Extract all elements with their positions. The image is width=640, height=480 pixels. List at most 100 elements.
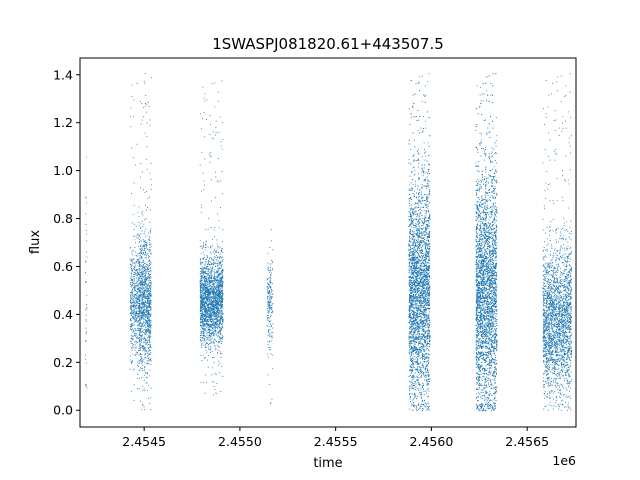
data-point [221, 313, 223, 315]
data-point [212, 323, 214, 324]
data-point [147, 390, 148, 391]
data-point [214, 316, 215, 318]
data-point [142, 347, 144, 349]
data-point [138, 295, 140, 297]
data-point [135, 335, 137, 336]
data-point [202, 267, 204, 269]
data-point [203, 242, 204, 244]
data-point [134, 288, 136, 289]
data-point [220, 313, 222, 315]
data-point [133, 279, 135, 281]
data-point [139, 274, 141, 276]
data-point [217, 257, 218, 259]
data-point [149, 369, 151, 371]
data-point [200, 272, 202, 274]
data-point [220, 278, 222, 279]
data-point [222, 301, 223, 303]
data-point [134, 296, 135, 298]
data-point [211, 302, 213, 304]
data-point [209, 319, 210, 321]
data-point [203, 244, 204, 246]
data-point [206, 276, 208, 278]
data-point [220, 319, 221, 321]
data-point [202, 86, 204, 88]
data-point [271, 304, 273, 306]
data-point [268, 305, 270, 307]
data-point [133, 399, 135, 401]
data-point [200, 113, 202, 115]
data-point [144, 219, 146, 221]
data-point [215, 297, 217, 299]
data-point [141, 318, 143, 320]
data-point [143, 318, 145, 320]
data-point [202, 312, 203, 314]
data-point [208, 273, 210, 274]
data-point [208, 304, 210, 306]
data-point [219, 283, 220, 285]
data-point [210, 326, 212, 328]
data-point [213, 251, 214, 253]
data-point [150, 331, 151, 333]
data-point [212, 335, 214, 337]
data-point [136, 273, 138, 275]
data-point [143, 293, 145, 295]
data-point [268, 284, 269, 286]
data-point [209, 328, 210, 330]
data-point [199, 246, 201, 248]
data-point [215, 322, 217, 324]
data-point [214, 291, 216, 293]
data-point [144, 270, 146, 272]
data-point [222, 193, 224, 195]
data-point [270, 315, 272, 316]
data-point [149, 269, 151, 271]
data-point [140, 295, 142, 297]
data-point [204, 324, 206, 326]
data-point [137, 301, 138, 303]
data-point [220, 271, 222, 273]
data-point [202, 354, 204, 356]
data-point [205, 258, 207, 260]
data-point [144, 132, 146, 134]
data-point [133, 321, 135, 323]
data-point [140, 335, 141, 337]
data-point [218, 289, 220, 291]
data-point [222, 308, 224, 310]
data-point [268, 329, 269, 331]
data-point [204, 256, 205, 258]
data-point [133, 307, 135, 309]
data-point [138, 261, 140, 263]
data-point [200, 309, 202, 311]
data-point [144, 347, 146, 348]
data-point [215, 331, 217, 333]
data-point [270, 349, 272, 351]
data-point [205, 300, 207, 302]
data-point [136, 282, 138, 283]
data-point [139, 322, 141, 324]
data-point [133, 384, 135, 386]
data-point [203, 276, 205, 278]
data-point [150, 327, 151, 329]
data-point [200, 297, 202, 299]
data-point [212, 300, 213, 302]
data-point [220, 297, 222, 299]
data-point [147, 300, 148, 302]
data-point [139, 304, 141, 305]
data-point [220, 207, 221, 208]
data-point [201, 343, 203, 344]
data-point [218, 345, 219, 347]
data-point [209, 280, 210, 282]
data-point [142, 282, 144, 284]
data-point [138, 354, 140, 356]
data-point [268, 347, 270, 348]
data-point [147, 328, 149, 330]
data-point [214, 318, 216, 320]
data-point [202, 172, 204, 174]
data-point [148, 239, 150, 241]
data-point [131, 297, 133, 299]
data-point [200, 289, 201, 291]
data-point [139, 278, 141, 280]
data-point [146, 169, 148, 170]
data-point [148, 398, 150, 399]
data-point [150, 296, 152, 298]
data-point [142, 299, 144, 301]
